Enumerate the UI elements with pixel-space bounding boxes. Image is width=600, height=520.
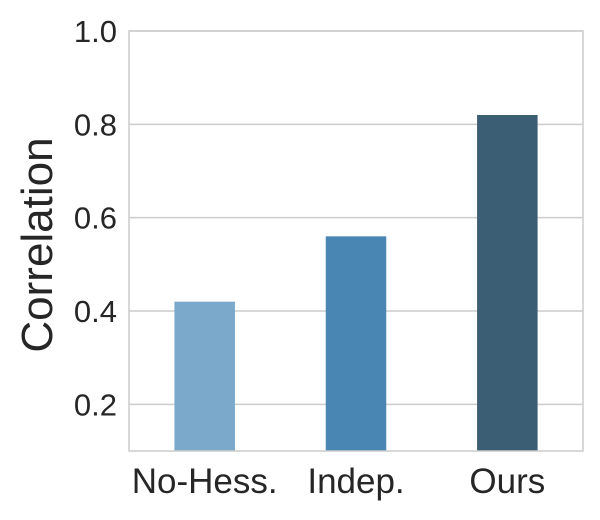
x-tick-label: Indep. — [307, 462, 404, 501]
y-tick-label: 0.6 — [74, 201, 117, 236]
bar-no-hess — [174, 301, 235, 451]
bar-indep — [325, 236, 387, 451]
y-tick-label: 0.2 — [74, 387, 117, 422]
x-tick-label: Ours — [469, 462, 545, 501]
y-tick-label: 1.0 — [74, 14, 117, 49]
bar-ours — [477, 115, 538, 451]
y-axis-title: Correlation — [13, 137, 62, 352]
y-tick-labels: 0.2 0.4 0.6 0.8 1.0 — [74, 14, 117, 422]
x-tick-label: No-Hess. — [132, 462, 278, 501]
plot-frame — [128, 30, 584, 452]
y-tick-label: 0.8 — [74, 107, 117, 142]
bars — [174, 115, 538, 451]
y-tick-label: 0.4 — [74, 294, 117, 329]
x-tick-labels: No-Hess. Indep. Ours — [132, 462, 546, 501]
